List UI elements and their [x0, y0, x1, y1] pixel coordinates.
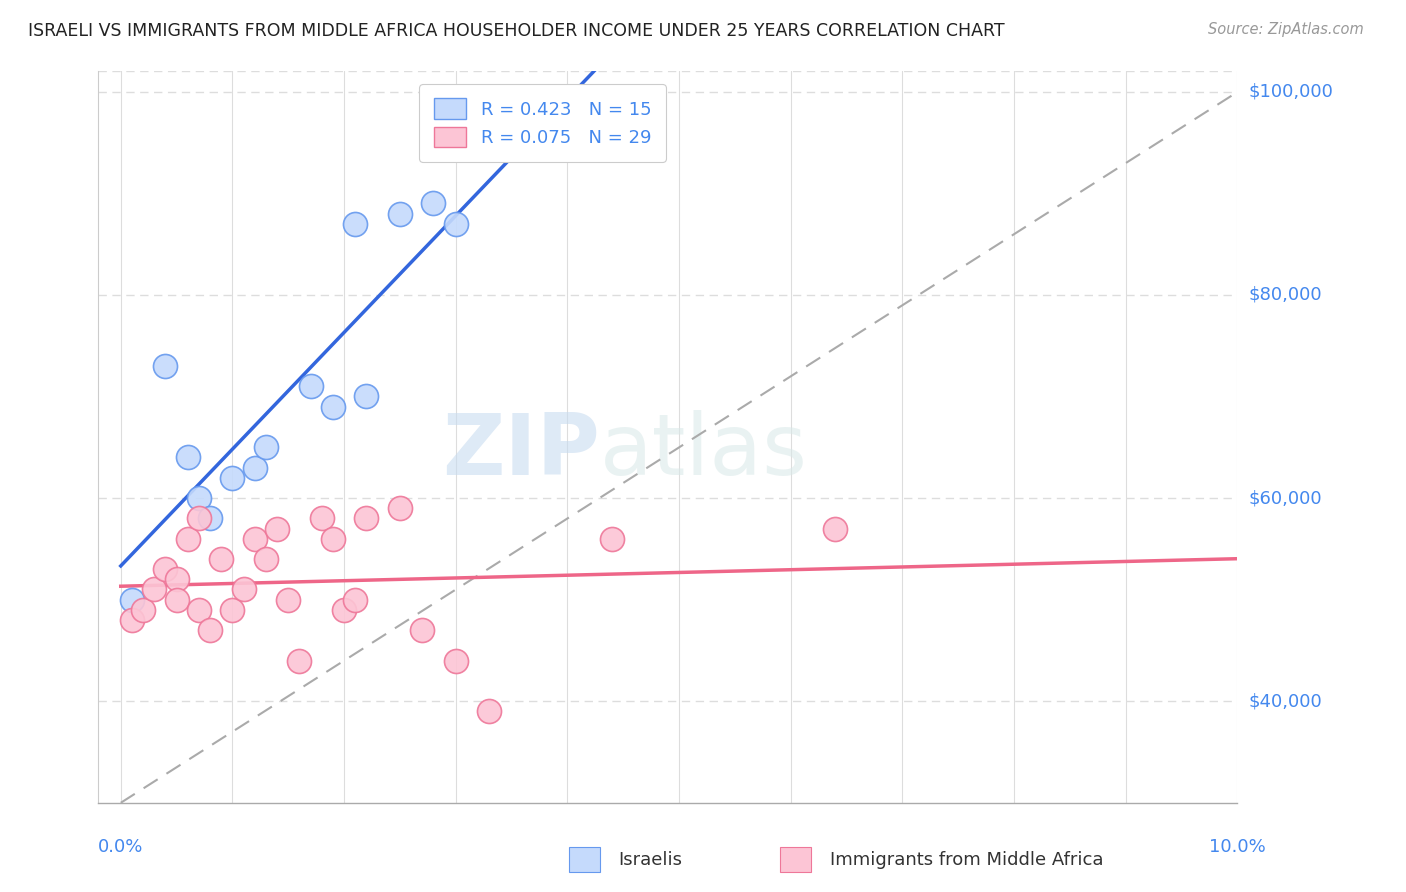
Point	[344, 592, 367, 607]
Point	[198, 623, 221, 637]
Point	[478, 704, 501, 718]
Text: Immigrants from Middle Africa: Immigrants from Middle Africa	[830, 851, 1104, 869]
Text: $80,000: $80,000	[1249, 285, 1322, 304]
Point	[299, 379, 322, 393]
Point	[121, 592, 143, 607]
Point	[322, 400, 344, 414]
Point	[824, 521, 846, 535]
Point	[143, 582, 166, 597]
Text: Israelis: Israelis	[619, 851, 683, 869]
Text: atlas: atlas	[599, 410, 807, 493]
Point	[411, 623, 433, 637]
Point	[311, 511, 333, 525]
Point	[266, 521, 288, 535]
Text: $60,000: $60,000	[1249, 489, 1322, 507]
Point	[444, 217, 467, 231]
Point	[187, 491, 209, 505]
Point	[243, 532, 266, 546]
Point	[288, 654, 311, 668]
Point	[356, 389, 378, 403]
Text: $100,000: $100,000	[1249, 83, 1333, 101]
Text: ISRAELI VS IMMIGRANTS FROM MIDDLE AFRICA HOUSEHOLDER INCOME UNDER 25 YEARS CORRE: ISRAELI VS IMMIGRANTS FROM MIDDLE AFRICA…	[28, 22, 1005, 40]
Point	[132, 603, 155, 617]
Point	[243, 460, 266, 475]
Point	[277, 592, 299, 607]
Text: ZIP: ZIP	[441, 410, 599, 493]
Point	[388, 206, 411, 220]
Point	[221, 471, 243, 485]
Point	[388, 501, 411, 516]
Text: 0.0%: 0.0%	[98, 838, 143, 856]
Point	[198, 511, 221, 525]
Text: $40,000: $40,000	[1249, 692, 1322, 710]
Point	[209, 552, 232, 566]
Point	[166, 572, 188, 586]
Point	[344, 217, 367, 231]
Point	[254, 440, 277, 454]
Point	[155, 562, 177, 576]
Point	[444, 654, 467, 668]
Text: Source: ZipAtlas.com: Source: ZipAtlas.com	[1208, 22, 1364, 37]
Point	[187, 603, 209, 617]
Point	[221, 603, 243, 617]
Point	[177, 532, 200, 546]
Point	[232, 582, 254, 597]
Point	[155, 359, 177, 373]
Point	[322, 532, 344, 546]
Point	[356, 511, 378, 525]
Point	[177, 450, 200, 465]
Point	[121, 613, 143, 627]
Point	[422, 196, 444, 211]
Legend: R = 0.423   N = 15, R = 0.075   N = 29: R = 0.423 N = 15, R = 0.075 N = 29	[419, 84, 666, 161]
Point	[600, 532, 623, 546]
Text: 10.0%: 10.0%	[1209, 838, 1265, 856]
Point	[166, 592, 188, 607]
Point	[333, 603, 356, 617]
Point	[254, 552, 277, 566]
Point	[187, 511, 209, 525]
